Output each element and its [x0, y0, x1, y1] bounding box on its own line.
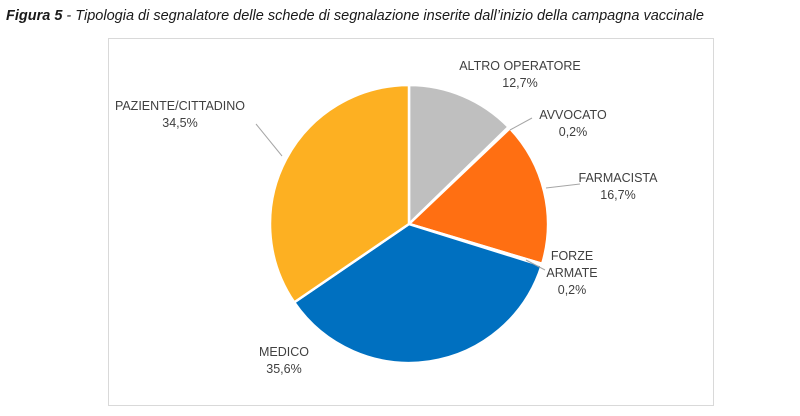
data-label-paziente-cittadino: PAZIENTE/CITTADINO 34,5% — [115, 99, 245, 130]
data-label-forze-armate: FORZE ARMATE 0,2% — [546, 249, 597, 297]
data-label-avvocato: AVVOCATO 0,2% — [539, 108, 607, 139]
leader-line-paziente-cittadino — [255, 123, 283, 157]
data-label-altro-operatore: ALTRO OPERATORE 12,7% — [459, 59, 581, 90]
pie-slice-altro-operatore — [407, 83, 510, 226]
leader-line-forze-armate — [525, 259, 546, 271]
figure-caption-text: - Tipologia di segnalatore delle schede … — [62, 8, 704, 24]
data-label-farmacista: FARMACISTA 16,7% — [579, 171, 659, 202]
figure-label: Figura 5 — [6, 8, 63, 24]
data-label-medico: MEDICO 35,6% — [259, 345, 309, 376]
pie-slice-paziente-cittadino — [268, 83, 411, 304]
figure-caption: Figura 5 - Tipologia di segnalatore dell… — [6, 8, 704, 24]
leader-line-avvocato — [509, 117, 533, 131]
pie-slice-medico — [292, 222, 543, 365]
pie-slice-farmacista — [407, 127, 550, 266]
leader-line-farmacista — [545, 183, 581, 189]
